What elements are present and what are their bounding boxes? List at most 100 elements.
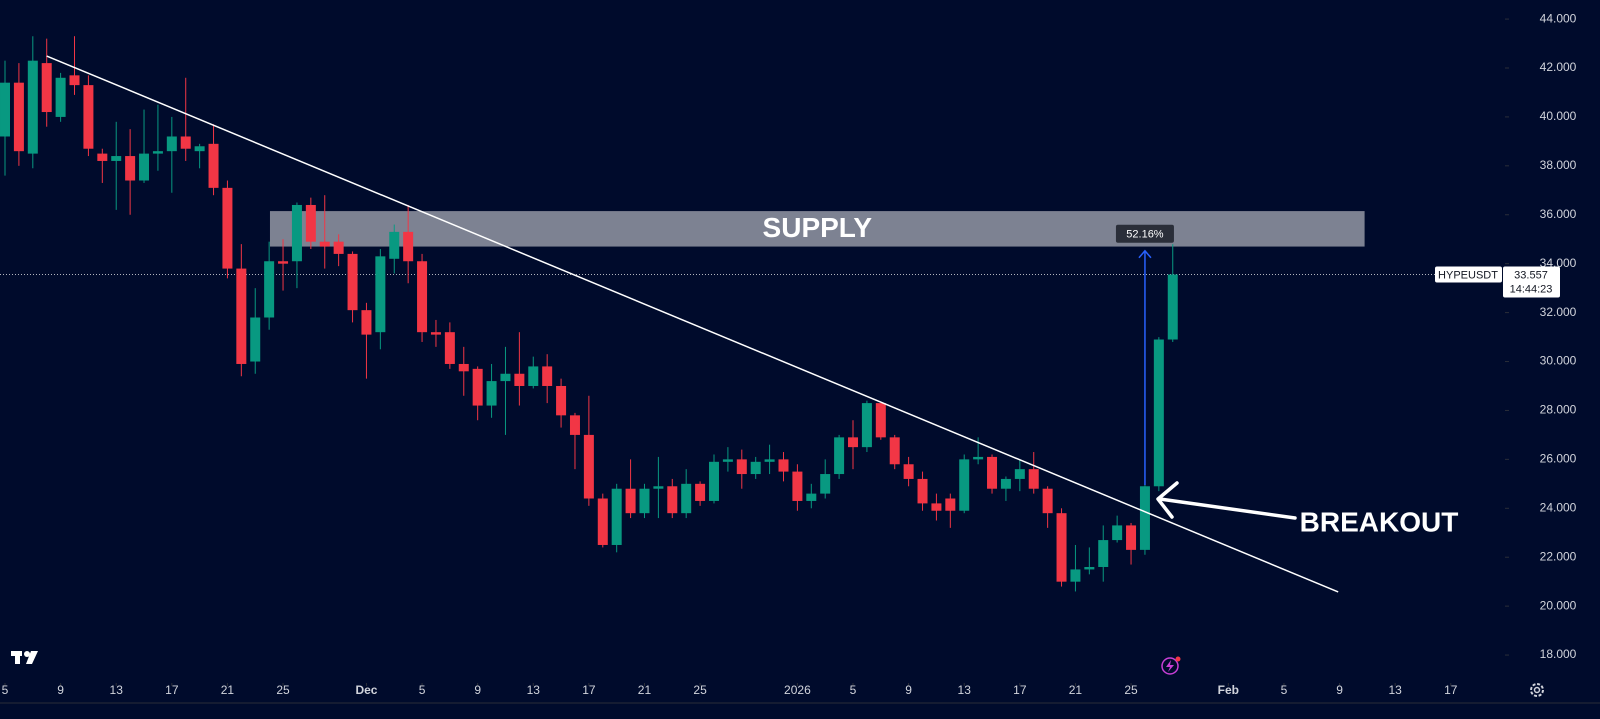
- x-tick-label: 21: [1069, 683, 1083, 697]
- x-tick-label: 17: [1444, 683, 1458, 697]
- settings-icon[interactable]: [1530, 683, 1544, 697]
- y-tick-label: 34.000: [1540, 256, 1577, 270]
- candle-body: [417, 261, 428, 333]
- y-tick-label: 20.000: [1540, 598, 1577, 612]
- candle-body: [820, 474, 831, 494]
- candle-body: [639, 488, 650, 514]
- candle-body: [653, 486, 664, 489]
- candle-body: [722, 459, 733, 462]
- x-tick-label: Feb: [1218, 683, 1239, 697]
- x-tick-label: Dec: [355, 683, 377, 697]
- x-tick-label: 17: [582, 683, 596, 697]
- candle-body: [250, 317, 261, 362]
- measure-label: 52.16%: [1126, 229, 1164, 241]
- candle-body: [278, 261, 289, 264]
- candle-body: [528, 366, 539, 386]
- candle-body: [486, 381, 497, 406]
- x-tick-label: 9: [905, 683, 912, 697]
- candle-body: [903, 464, 914, 479]
- candle-body: [180, 136, 191, 149]
- lightning-icon: [1161, 656, 1181, 675]
- candle-body: [1084, 566, 1095, 570]
- candle-body: [917, 478, 928, 504]
- y-tick-label: 26.000: [1540, 452, 1577, 466]
- x-tick-label: 5: [1281, 683, 1288, 697]
- countdown-label: 14:44:23: [1510, 283, 1553, 295]
- x-tick-label: 5: [2, 683, 9, 697]
- price-label: 33.557: [1514, 269, 1548, 281]
- candle-body: [875, 403, 886, 438]
- candle-body: [444, 332, 455, 364]
- x-tick-label: 5: [850, 683, 857, 697]
- y-tick-label: 38.000: [1540, 158, 1577, 172]
- candle-body: [834, 437, 845, 475]
- candle-body: [1070, 569, 1081, 582]
- candle-body: [111, 156, 122, 161]
- candle-body: [681, 483, 692, 514]
- price-box: [1503, 266, 1560, 298]
- measure-label-box: [1115, 224, 1174, 243]
- supply-zone: [269, 211, 1365, 247]
- candle-body: [1014, 469, 1025, 479]
- candle-body: [13, 82, 24, 152]
- candle-body: [1112, 525, 1123, 541]
- candle-body: [458, 363, 469, 372]
- x-tick-label: 9: [57, 683, 64, 697]
- candle-body: [597, 498, 608, 545]
- candle-body: [583, 434, 594, 499]
- x-tick-label: 25: [693, 683, 707, 697]
- candle-body: [611, 488, 622, 545]
- candle-body: [55, 77, 66, 117]
- x-tick-label: 5: [419, 683, 426, 697]
- candle-body: [97, 153, 108, 161]
- candle-body: [889, 437, 900, 465]
- symbol-label: HYPEUSDT: [1438, 269, 1498, 281]
- candle-body: [472, 368, 483, 406]
- x-tick-label: 9: [1336, 683, 1343, 697]
- candle-body: [430, 332, 441, 335]
- candle-body: [1000, 478, 1011, 489]
- symbol-box: [1435, 266, 1502, 283]
- x-tick-label: 21: [221, 683, 235, 697]
- candle-body: [987, 456, 998, 489]
- candle-body: [236, 268, 247, 364]
- candle-body: [500, 373, 511, 382]
- candle-body: [166, 136, 177, 152]
- candle-body: [931, 503, 942, 511]
- candle-body: [1028, 469, 1039, 489]
- candle-body: [0, 82, 11, 137]
- y-tick-label: 42.000: [1540, 60, 1577, 74]
- measure-arrowhead: [1138, 249, 1152, 259]
- candle-body: [1056, 513, 1067, 582]
- candle-body: [41, 63, 52, 113]
- x-tick-label: 13: [1388, 683, 1402, 697]
- candle-body: [778, 459, 789, 472]
- candle-body: [542, 366, 553, 386]
- candle-body: [83, 85, 94, 149]
- candle-body: [125, 156, 136, 181]
- candle-body: [27, 60, 38, 154]
- candle-body: [1098, 540, 1109, 567]
- candle-body: [806, 493, 817, 501]
- candle-body: [69, 75, 80, 86]
- candle-body: [973, 456, 984, 460]
- candle-body: [1126, 525, 1137, 550]
- candle-body: [389, 231, 400, 259]
- trendline: [46, 55, 1339, 593]
- x-tick-label: 13: [110, 683, 124, 697]
- x-tick-label: 17: [165, 683, 179, 697]
- y-tick-label: 18.000: [1540, 647, 1577, 661]
- candle-body: [222, 187, 233, 269]
- y-tick-label: 32.000: [1540, 305, 1577, 319]
- candle-body: [291, 204, 302, 262]
- candle-body: [569, 415, 580, 435]
- candle-body: [945, 498, 956, 511]
- candle-body: [194, 146, 205, 152]
- x-tick-label: 25: [1124, 683, 1138, 697]
- candle-body: [333, 241, 344, 254]
- candle-body: [792, 471, 803, 501]
- x-tick-label: 13: [527, 683, 541, 697]
- y-tick-label: 22.000: [1540, 549, 1577, 563]
